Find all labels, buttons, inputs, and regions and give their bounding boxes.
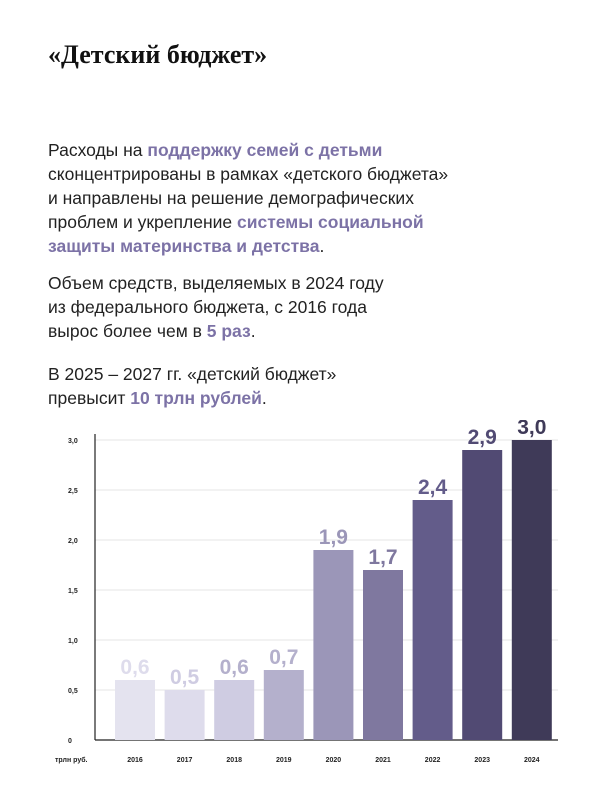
data-label: 2,9 [468, 426, 497, 449]
highlight-text: 5 раз [206, 321, 251, 341]
x-tick-label: 2019 [276, 757, 292, 764]
y-tick-label: 2,5 [68, 488, 78, 495]
bar [115, 680, 155, 740]
body-text: Объем средств, выделяемых в 2024 году [48, 273, 384, 293]
x-tick-label: 2024 [524, 757, 540, 764]
y-tick-label: 1,5 [68, 588, 78, 595]
data-label: 0,6 [220, 656, 249, 679]
bar [363, 570, 403, 740]
y-tick-label: 2,0 [68, 538, 78, 545]
body-text: и направлены на решение демографических [48, 188, 414, 208]
paragraph-line: сконцентрированы в рамках «детского бюдж… [48, 162, 568, 186]
x-tick-label: 2017 [177, 757, 193, 764]
data-label: 0,7 [269, 646, 298, 669]
bar [462, 450, 503, 740]
y-tick-label: 1,0 [68, 638, 78, 645]
bar [164, 690, 205, 740]
paragraph-line: Объем средств, выделяемых в 2024 году [48, 271, 568, 295]
highlight-text: защиты материнства и детства [48, 236, 320, 256]
growth-paragraph: Объем средств, выделяемых в 2024 году из … [48, 271, 568, 343]
unit-label: трлн руб. [55, 756, 88, 764]
data-label: 0,5 [170, 666, 200, 689]
x-tick-label: 2018 [226, 757, 242, 764]
highlight-text: поддержку семей с детьми [147, 140, 383, 160]
data-label: 2,4 [418, 476, 448, 499]
x-tick-label: 2022 [425, 757, 441, 764]
paragraph-line: проблем и укрепление системы социальной [48, 210, 568, 234]
intro-paragraph: Расходы на поддержку семей с детьми сконц… [48, 138, 568, 258]
budget-bar-chart: 0 0,5 1,0 1,5 2,0 2,5 3,0 трлн руб. 0,6 2016 0,5 20… [55, 420, 558, 764]
y-tick-label: 0 [68, 738, 72, 745]
x-tick-label: 2023 [474, 757, 490, 764]
bar [263, 670, 304, 740]
data-label: 3,0 [517, 420, 546, 439]
data-label: 1,7 [368, 546, 397, 569]
x-tick-label: 2016 [127, 757, 143, 764]
paragraph-line: Расходы на поддержку семей с детьми [48, 138, 568, 162]
bar [313, 550, 354, 740]
data-label: 1,9 [319, 526, 348, 549]
body-text: вырос более чем в [48, 321, 207, 341]
data-label: 0,6 [120, 656, 149, 679]
body-text: . [250, 321, 256, 341]
body-text: Расходы на [48, 140, 148, 160]
bar [412, 500, 453, 740]
page-title: «Детский бюджет» [48, 40, 268, 69]
body-text: . [319, 236, 325, 256]
body-text: В 2025 – 2027 гг. «детский бюджет» [48, 364, 337, 384]
paragraph-line: из федерального бюджета, с 2016 года [48, 295, 568, 319]
body-text: . [261, 388, 267, 408]
body-text: сконцентрированы в рамках «детского бюдж… [48, 164, 449, 184]
paragraph-line: и направлены на решение демографических [48, 186, 568, 210]
x-tick-label: 2020 [326, 757, 342, 764]
paragraph-line: В 2025 – 2027 гг. «детский бюджет» [48, 362, 568, 386]
body-text: из федерального бюджета, с 2016 года [48, 297, 367, 317]
forecast-paragraph: В 2025 – 2027 гг. «детский бюджет» превыс… [48, 362, 568, 410]
bar [511, 440, 552, 740]
highlight-text: системы социальной [236, 212, 424, 232]
body-text: проблем и укрепление [48, 212, 237, 232]
bar [214, 680, 255, 740]
x-tick-label: 2021 [375, 757, 391, 764]
body-text: превысит [48, 388, 131, 408]
highlight-text: 10 трлн рублей [130, 388, 262, 408]
paragraph-line: защиты материнства и детства. [48, 234, 568, 258]
y-tick-label: 0,5 [68, 688, 78, 695]
paragraph-line: вырос более чем в 5 раз. [48, 319, 568, 343]
y-tick-label: 3,0 [68, 438, 78, 445]
paragraph-line: превысит 10 трлн рублей. [48, 386, 568, 410]
